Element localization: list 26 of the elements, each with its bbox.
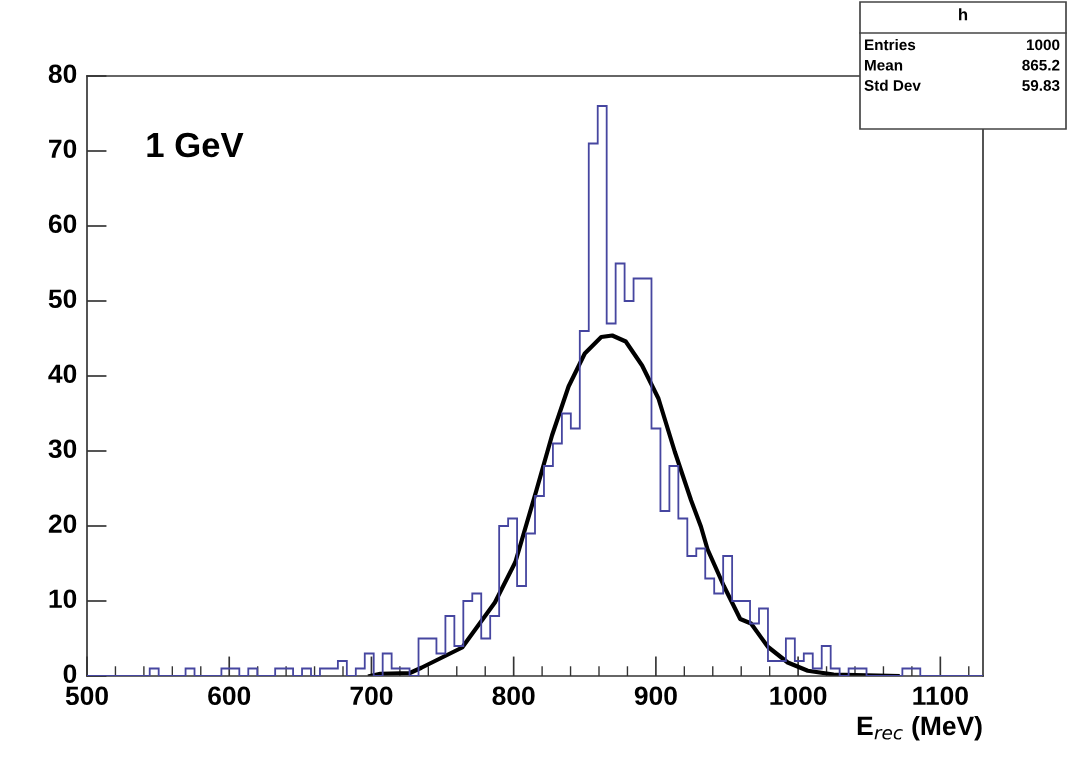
y-tick-label: 60: [48, 214, 77, 234]
text: 1000: [1026, 39, 1060, 51]
annotation: Std Dev: [864, 79, 921, 91]
x-tick-label: 1000: [770, 686, 827, 706]
y-tick-label: 0: [63, 664, 77, 684]
x-tick-label: 800: [492, 686, 535, 706]
text: Entries: [865, 39, 916, 51]
x-tick-label: 500: [65, 686, 108, 706]
x-tick-label: 900: [634, 686, 677, 706]
y-tick-label: 40: [48, 364, 77, 384]
text: h: [959, 8, 968, 21]
y-tick-label: 20: [48, 514, 77, 534]
y-tick-label: 80: [48, 64, 77, 84]
line-series: [367, 333, 900, 676]
text: 59.83: [1022, 80, 1060, 91]
x-tick-label: 1100: [913, 686, 968, 706]
x-tick-label: 600: [208, 686, 251, 706]
y-tick-label: 50: [48, 289, 77, 309]
x-tick-label: 700: [350, 686, 393, 706]
y-tick-label: 10: [49, 589, 77, 609]
x-axis-title: E$_{rec}$ (MeV): [857, 715, 982, 741]
y-tick-label: 30: [48, 439, 77, 459]
y-tick-label: 70: [49, 139, 77, 159]
text: Mean: [865, 59, 903, 71]
annotation: 1 GeV: [147, 132, 244, 158]
text: 865.2: [1022, 59, 1060, 71]
